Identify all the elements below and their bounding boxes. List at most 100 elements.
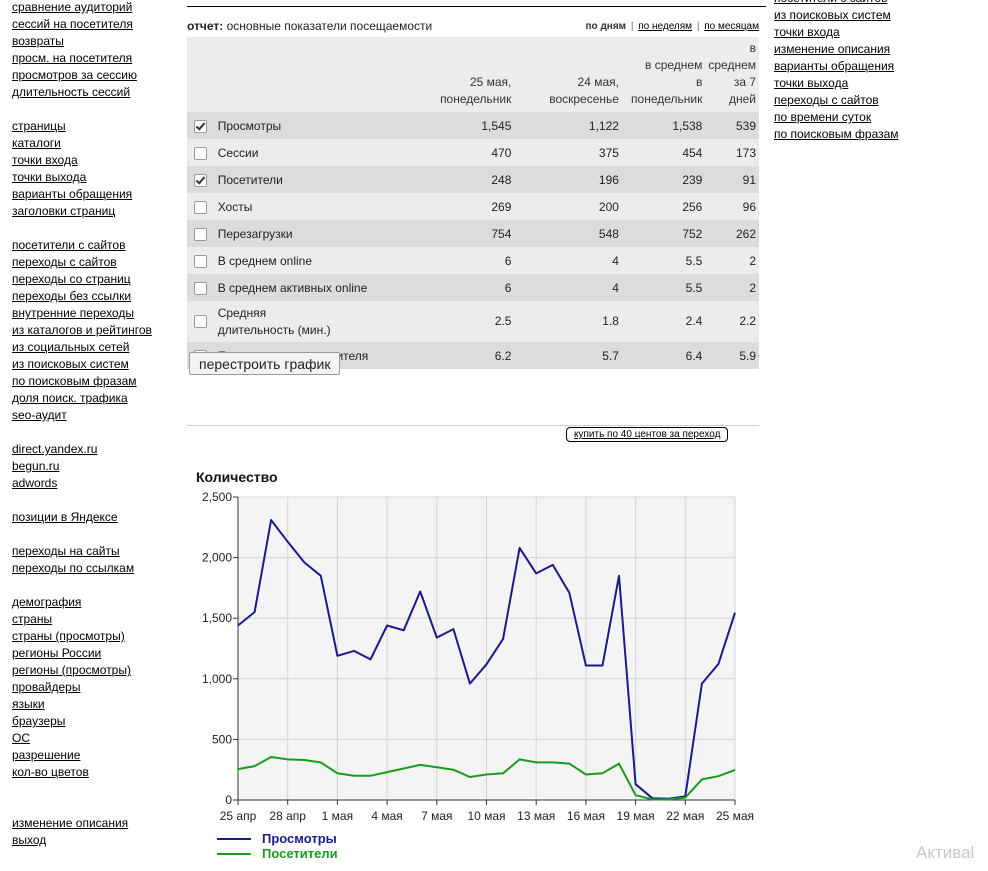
left-nav-link[interactable]: direct.yandex.ru: [12, 442, 98, 456]
row-checkbox[interactable]: [194, 173, 208, 187]
metric-value: 2: [705, 274, 759, 301]
metric-name: Перезагрузки: [214, 220, 407, 247]
x-tick-label: 25 апр: [220, 809, 257, 823]
row-checkbox[interactable]: [194, 200, 208, 214]
row-checkbox-cell: [187, 220, 215, 247]
table-row: Хосты 269 200 256 96: [187, 193, 759, 220]
period-week-link[interactable]: по неделям: [638, 21, 693, 32]
table-row: Сессии 470 375 454 173: [187, 139, 759, 166]
y-tick-label: 0: [225, 793, 232, 807]
y-tick-label: 2,000: [202, 551, 232, 565]
left-nav-link[interactable]: варианты обращения: [12, 187, 133, 201]
left-nav-link[interactable]: демография: [12, 595, 82, 609]
left-nav-link[interactable]: кол-во цветов: [12, 765, 89, 779]
left-nav-link[interactable]: заголовки страниц: [12, 204, 116, 218]
left-nav-link[interactable]: регионы России: [12, 646, 102, 660]
left-nav-link[interactable]: точки входа: [12, 153, 78, 167]
left-nav-link[interactable]: по поисковым фразам: [12, 374, 137, 388]
metric-value: 4: [514, 247, 622, 274]
left-nav-link[interactable]: ОС: [12, 731, 30, 745]
left-nav-link[interactable]: возвраты: [12, 34, 64, 48]
x-tick-label: 13 мая: [517, 809, 555, 823]
metric-value: 5.7: [514, 342, 622, 369]
metric-name: Средняя длительность (мин.): [214, 301, 407, 342]
left-nav-link[interactable]: точки выхода: [12, 170, 87, 184]
left-nav-link[interactable]: seo-аудит: [12, 408, 67, 422]
metric-value: 248: [406, 166, 515, 193]
row-checkbox[interactable]: [194, 315, 208, 329]
row-checkbox-cell: [187, 166, 215, 193]
right-nav-link[interactable]: варианты обращения: [774, 59, 895, 73]
left-nav-link[interactable]: просмотров за сессию: [12, 68, 137, 82]
left-nav-link[interactable]: доля поиск. трафика: [12, 391, 128, 405]
left-nav-link[interactable]: сессий на посетителя: [12, 17, 133, 31]
x-tick-label: 25 мая: [716, 809, 754, 823]
metric-value: 269: [406, 193, 515, 220]
right-nav-link[interactable]: посетители с сайтов: [774, 0, 984, 7]
left-nav-link[interactable]: провайдеры: [12, 680, 81, 694]
right-nav-link[interactable]: переходы с сайтов: [774, 93, 879, 107]
metric-value: 91: [705, 166, 759, 193]
left-nav-link[interactable]: переходы со страниц: [12, 272, 131, 286]
metric-name: Хосты: [214, 193, 407, 220]
row-checkbox[interactable]: [194, 146, 208, 160]
left-nav-link[interactable]: страницы: [12, 119, 66, 133]
x-tick-label: 4 мая: [371, 809, 402, 823]
row-checkbox[interactable]: [194, 281, 208, 295]
rebuild-chart-button[interactable]: перестроить график: [189, 352, 341, 375]
left-nav-link[interactable]: изменение описания: [12, 816, 129, 830]
left-nav-link[interactable]: разрешение: [12, 748, 81, 762]
left-nav-link[interactable]: регионы (просмотры): [12, 663, 131, 677]
metric-value: 2.5: [406, 301, 515, 342]
left-nav-link[interactable]: сравнение аудиторий: [12, 0, 133, 14]
period-switch: по дням | по неделям | по месяцам: [586, 21, 759, 32]
left-nav-link[interactable]: переходы на сайты: [12, 544, 120, 558]
left-nav-link[interactable]: из поисковых систем: [12, 357, 129, 371]
left-nav-link[interactable]: посетители с сайтов: [12, 238, 126, 252]
row-checkbox[interactable]: [194, 119, 208, 133]
left-nav-link[interactable]: begun.ru: [12, 459, 60, 473]
row-checkbox[interactable]: [194, 254, 208, 268]
period-month-link[interactable]: по месяцам: [704, 21, 759, 32]
right-nav-link[interactable]: изменение описания: [774, 42, 891, 56]
period-day[interactable]: по дням: [585, 21, 627, 32]
left-nav-link[interactable]: позиции в Яндексе: [12, 510, 118, 524]
row-checkbox[interactable]: [194, 227, 208, 241]
metric-value: 375: [514, 139, 622, 166]
left-nav-link[interactable]: каталоги: [12, 136, 61, 150]
right-nav-link[interactable]: из поисковых систем: [774, 8, 891, 22]
buy-traffic-button[interactable]: купить по 40 центов за переход: [566, 427, 729, 442]
table-row: В среднем активных online 6 4 5.5 2: [187, 274, 759, 301]
left-nav-link[interactable]: длительность сессий: [12, 85, 131, 99]
left-nav-link[interactable]: из социальных сетей: [12, 340, 130, 354]
left-nav-link[interactable]: переходы без ссылки: [12, 289, 132, 303]
table-row: Перезагрузки 754 548 752 262: [187, 220, 759, 247]
left-nav-link[interactable]: внутренние переходы: [12, 306, 134, 320]
left-nav-link[interactable]: переходы с сайтов: [12, 255, 117, 269]
left-nav-link[interactable]: страны (просмотры): [12, 629, 125, 643]
left-nav-link[interactable]: просм. на посетителя: [12, 51, 133, 65]
metric-value: 539: [705, 112, 759, 139]
row-checkbox-cell: [187, 247, 215, 274]
left-nav-link[interactable]: языки: [12, 697, 45, 711]
left-nav-link[interactable]: браузеры: [12, 714, 66, 728]
right-nav-link[interactable]: по поисковым фразам: [774, 127, 899, 141]
left-nav-link[interactable]: выход: [12, 833, 47, 847]
chart-divider: [187, 425, 759, 426]
legend-swatch-views: [217, 837, 251, 840]
right-nav-link[interactable]: точки входа: [774, 25, 840, 39]
left-nav-link[interactable]: из каталогов и рейтингов: [12, 323, 152, 337]
left-nav-link[interactable]: adwords: [12, 476, 58, 490]
left-nav-link[interactable]: переходы по ссылкам: [12, 561, 135, 575]
metric-value: 173: [705, 139, 759, 166]
traffic-chart: Количество 25 апр 28 апр 1 мая 4 мая 7 мая 10…: [187, 460, 767, 865]
metric-name: В среднем online: [214, 247, 407, 274]
row-checkbox-cell: [187, 139, 215, 166]
table-row: В среднем online 6 4 5.5 2: [187, 247, 759, 274]
metric-name: В среднем активных online: [214, 274, 407, 301]
right-nav-link[interactable]: точки выхода: [774, 76, 849, 90]
left-nav-link[interactable]: страны: [12, 612, 53, 626]
x-tick-label: 1 мая: [322, 809, 353, 823]
nav-group: изменение описания выход: [12, 815, 182, 849]
right-nav-link[interactable]: по времени суток: [774, 110, 872, 124]
